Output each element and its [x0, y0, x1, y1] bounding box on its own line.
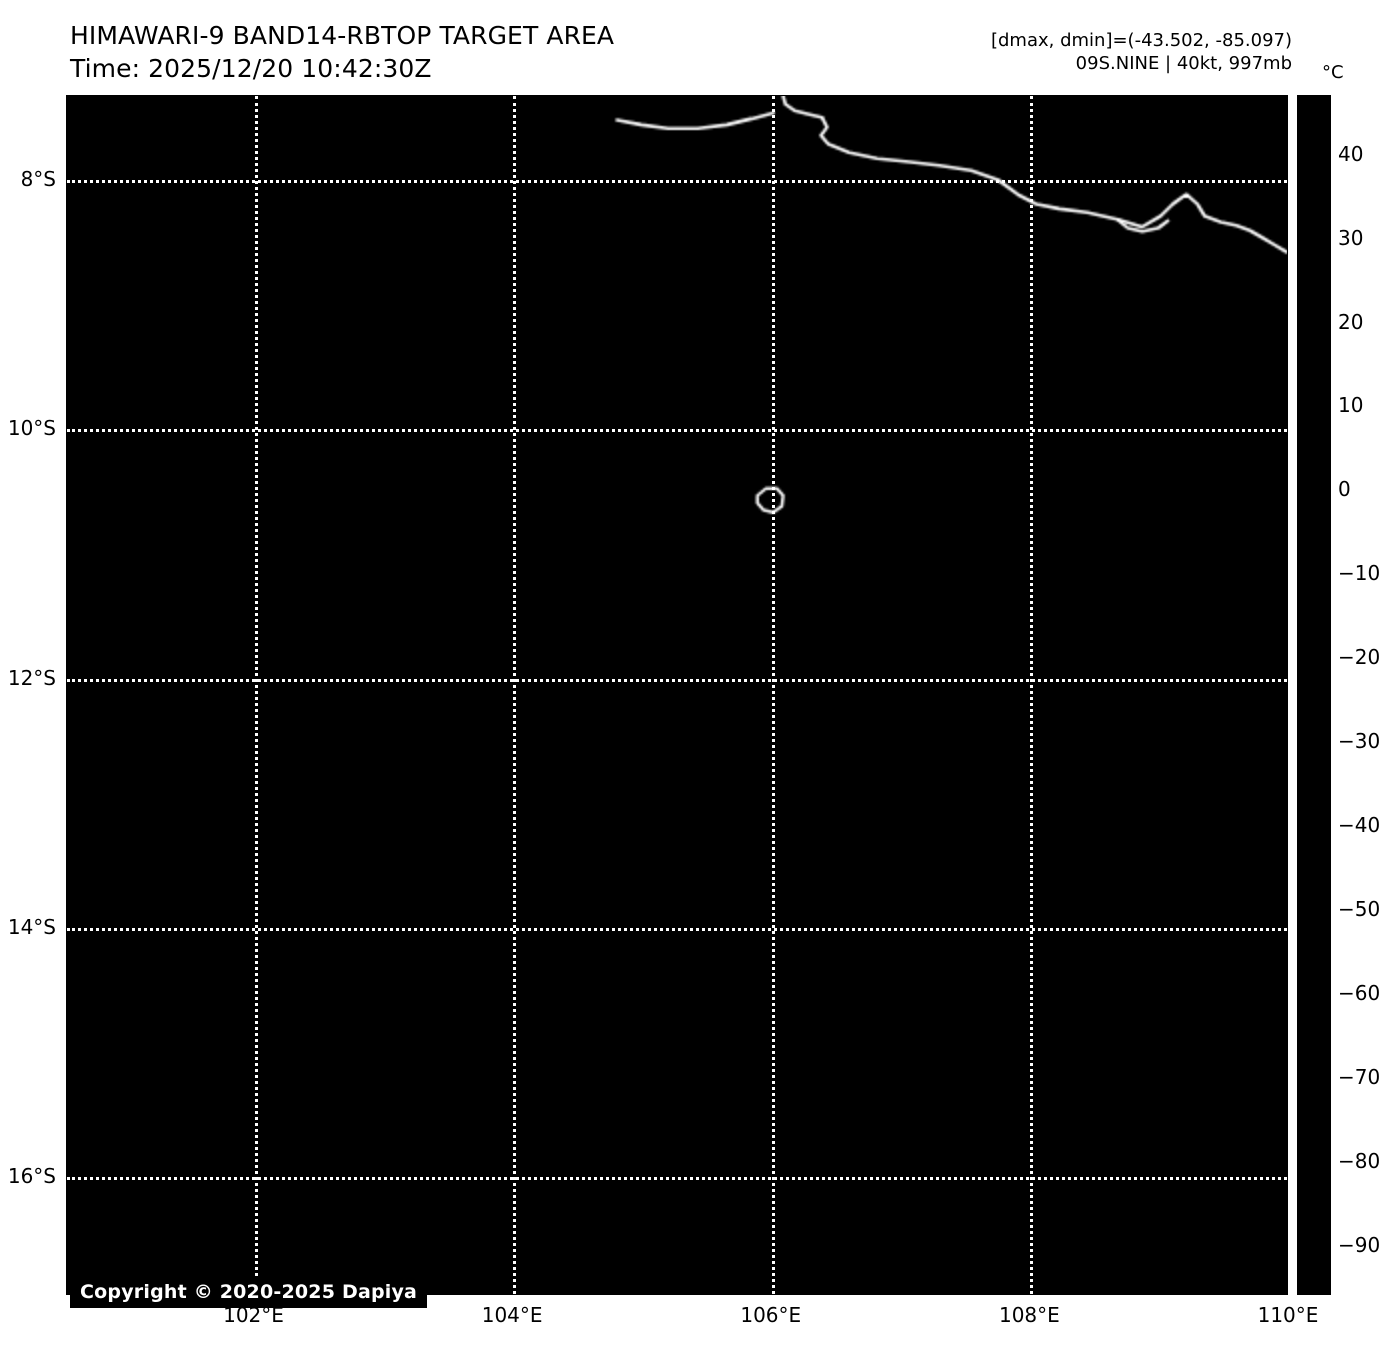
- header-meta-block: [dmax, dmin]=(-43.502, -85.097) 09S.NINE…: [991, 29, 1292, 76]
- header-title-block: HIMAWARI-9 BAND14-RBTOP TARGET AREA Time…: [70, 20, 614, 85]
- colorbar-tick-label: 10: [1338, 393, 1364, 418]
- colorbar-tick-label: −40: [1338, 813, 1381, 838]
- lon-tick-label: 104°E: [481, 1303, 543, 1327]
- page-title: HIMAWARI-9 BAND14-RBTOP TARGET AREA: [70, 21, 615, 50]
- satellite-imagery-canvas: [67, 96, 1287, 1294]
- colorbar-unit-label: °C: [1322, 62, 1344, 83]
- colorbar-tick-label: −30: [1338, 729, 1381, 754]
- colorbar-tick-label: −20: [1338, 645, 1381, 670]
- colorbar-tick-label: 30: [1338, 225, 1364, 250]
- lon-tick-label: 106°E: [740, 1303, 802, 1327]
- timestamp-label: Time: 2025/12/20 10:42:30Z: [70, 53, 432, 83]
- colorbar-tick-label: −50: [1338, 896, 1381, 921]
- storm-info-label: 09S.NINE | 40kt, 997mb: [1075, 53, 1292, 75]
- colorbar-tick-label: −80: [1338, 1148, 1381, 1173]
- lat-tick-label: 12°S: [7, 665, 56, 690]
- colorbar-tick-label: −70: [1338, 1064, 1381, 1089]
- satellite-image-plot: [66, 95, 1288, 1295]
- lon-tick-label: 110°E: [1257, 1303, 1319, 1327]
- dminmax-label: [dmax, dmin]=(-43.502, -85.097): [990, 30, 1292, 51]
- colorbar-tick-label: 40: [1338, 141, 1364, 166]
- temperature-colorbar: [1297, 95, 1331, 1295]
- colorbar-tick-label: −60: [1338, 980, 1381, 1005]
- lon-tick-label: 108°E: [998, 1303, 1060, 1327]
- colorbar-tick-label: 20: [1338, 309, 1364, 334]
- colorbar-tick-label: −10: [1338, 561, 1381, 586]
- lat-tick-label: 10°S: [7, 416, 56, 441]
- lat-tick-label: 16°S: [7, 1164, 56, 1189]
- colorbar-gradient: [1298, 96, 1330, 1294]
- lat-tick-label: 14°S: [7, 915, 56, 940]
- copyright-banner: Copyright © 2020-2025 Dapiya: [70, 1277, 428, 1308]
- colorbar-tick-label: −90: [1338, 1232, 1381, 1257]
- lat-tick-label: 8°S: [20, 166, 56, 191]
- colorbar-tick-label: 0: [1338, 477, 1351, 502]
